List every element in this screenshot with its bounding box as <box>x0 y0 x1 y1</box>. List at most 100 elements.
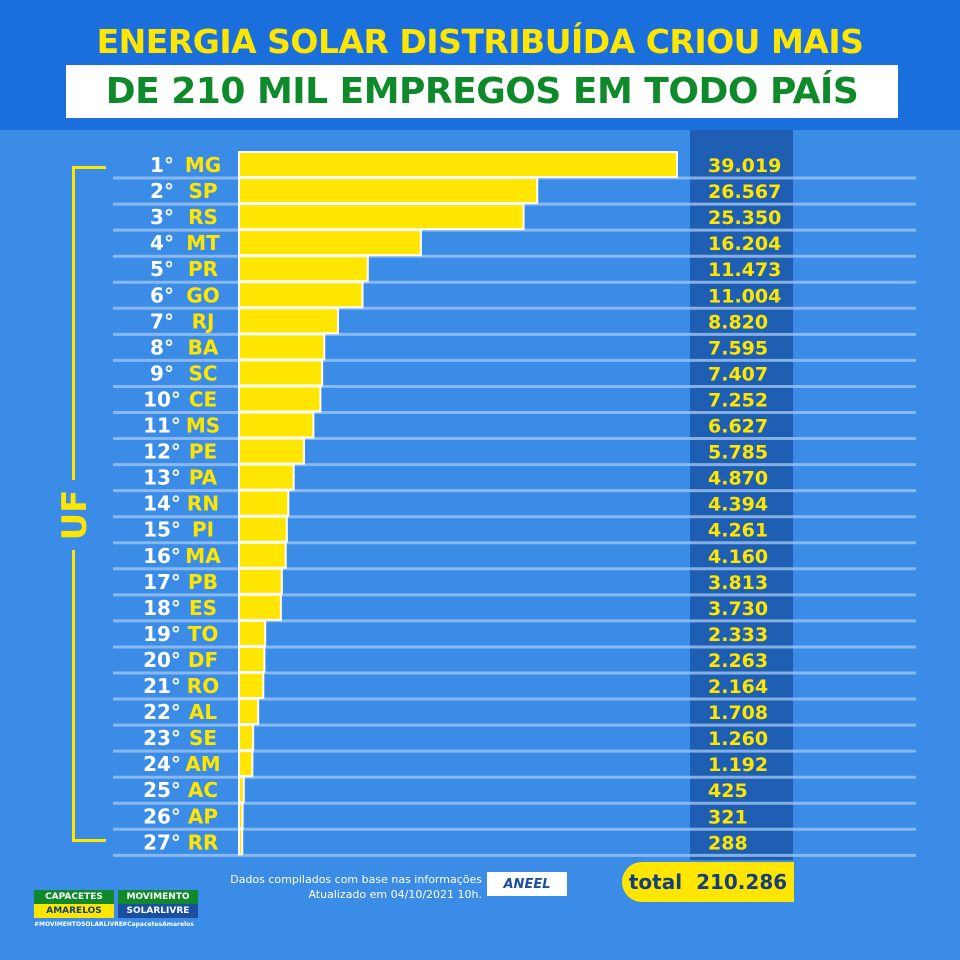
value-label: 425 <box>708 780 748 802</box>
value-label: 26.567 <box>708 181 781 203</box>
rank-label: 22° <box>143 700 181 724</box>
state-label: AL <box>189 700 217 724</box>
bar-RN <box>238 489 290 517</box>
rank-label: 3° <box>150 205 174 229</box>
value-label: 4.870 <box>708 468 768 490</box>
state-label: AP <box>188 804 218 828</box>
state-label: BA <box>188 335 219 359</box>
header-banner: ENERGIA SOLAR DISTRIBUÍDA CRIOU MAIS DE … <box>0 0 960 130</box>
state-label: PI <box>192 518 214 542</box>
bar-RO <box>238 672 265 700</box>
value-label: 3.813 <box>708 572 768 594</box>
capacetes-amarelos-logo: CAPACETES AMARELOS #MOVIMENTOSOLARLIVRE <box>34 890 123 928</box>
bar-TO <box>238 619 267 647</box>
state-label: RJ <box>192 309 215 333</box>
bar-MS <box>238 411 315 439</box>
rank-label: 18° <box>143 596 181 620</box>
value-label: 5.785 <box>708 442 768 464</box>
state-label: SC <box>188 361 217 385</box>
total-label: total <box>628 870 683 894</box>
rank-label: 25° <box>143 778 181 802</box>
value-label: 4.261 <box>708 520 768 542</box>
state-label: PR <box>188 257 218 281</box>
value-label: 8.820 <box>708 311 768 333</box>
rank-label: 11° <box>143 414 181 438</box>
bar-AM <box>238 750 254 778</box>
rank-label: 23° <box>143 726 181 750</box>
state-label: SE <box>189 726 217 750</box>
bar-PB <box>238 567 283 595</box>
rank-label: 2° <box>150 179 174 203</box>
logo-line-1: MOVIMENTO <box>118 890 198 904</box>
value-label: 2.164 <box>708 676 768 698</box>
rank-label: 6° <box>150 283 174 307</box>
rank-label: 16° <box>143 544 181 568</box>
aneel-logo: ANEEL <box>487 872 567 896</box>
logo-line-2: SOLARLIVRE <box>118 904 198 918</box>
logo-line-1: CAPACETES <box>34 890 114 904</box>
value-label: 7.252 <box>708 389 768 411</box>
bar-MT <box>238 229 422 257</box>
rank-label: 5° <box>150 257 174 281</box>
total-value: 210.286 <box>696 870 788 894</box>
bar-PI <box>238 515 288 543</box>
bar-BA <box>238 333 326 361</box>
bar-MA <box>238 541 287 569</box>
state-label: MT <box>186 231 220 255</box>
rank-label: 7° <box>150 309 174 333</box>
state-label: MG <box>185 153 221 177</box>
rank-label: 4° <box>150 231 174 255</box>
footnote-line-1: Dados compilados com base nas informaçõe… <box>230 873 482 886</box>
value-label: 25.350 <box>708 207 781 229</box>
state-label: SP <box>188 179 217 203</box>
state-label: RR <box>188 830 219 854</box>
value-label: 1.708 <box>708 702 768 724</box>
value-label: 4.160 <box>708 546 768 568</box>
state-label: RO <box>187 674 219 698</box>
logo-tag: #CapacetesAmarelos <box>122 921 194 928</box>
value-label: 288 <box>708 832 748 854</box>
bar-GO <box>238 281 364 309</box>
bar-RJ <box>238 307 340 335</box>
bar-AL <box>238 698 260 726</box>
bar-SC <box>238 359 324 387</box>
value-label: 11.004 <box>708 285 781 307</box>
title-box: DE 210 MIL EMPREGOS EM TODO PAÍS <box>66 65 898 118</box>
bar-PR <box>238 255 369 283</box>
state-label: GO <box>186 283 219 307</box>
bar-SP <box>238 177 539 205</box>
value-label: 6.627 <box>708 416 768 438</box>
state-label: PB <box>188 570 218 594</box>
state-label: PE <box>189 440 217 464</box>
title-line-1: ENERGIA SOLAR DISTRIBUÍDA CRIOU MAIS <box>96 22 864 61</box>
bar-SE <box>238 724 255 752</box>
rank-label: 13° <box>143 466 181 490</box>
state-label: CE <box>189 387 217 411</box>
state-label: DF <box>188 648 218 672</box>
value-label: 2.333 <box>708 624 768 646</box>
bar-CE <box>238 385 322 413</box>
footnote-line-2: Atualizado em 04/10/2021 10h. <box>308 888 482 901</box>
title-line-2: DE 210 MIL EMPREGOS EM TODO PAÍS <box>105 71 859 112</box>
state-label: ES <box>189 596 217 620</box>
value-label: 7.595 <box>708 337 768 359</box>
state-label: RS <box>188 205 218 229</box>
rank-label: 8° <box>150 335 174 359</box>
total-badge: total 210.286 <box>622 862 794 902</box>
rank-label: 20° <box>143 648 181 672</box>
state-label: MS <box>186 414 220 438</box>
footnote: Dados compilados com base nas informaçõe… <box>200 872 482 902</box>
bar-RR <box>238 828 244 856</box>
value-label: 321 <box>708 806 748 828</box>
value-label: 16.204 <box>708 233 781 255</box>
bar-AC <box>238 776 245 804</box>
value-label: 1.192 <box>708 754 768 776</box>
rank-label: 15° <box>143 518 181 542</box>
state-label: TO <box>188 622 219 646</box>
rank-label: 14° <box>143 492 181 516</box>
value-label: 4.394 <box>708 494 768 516</box>
bar-AP <box>238 802 244 830</box>
state-label: AM <box>185 752 220 776</box>
rank-label: 27° <box>143 830 181 854</box>
